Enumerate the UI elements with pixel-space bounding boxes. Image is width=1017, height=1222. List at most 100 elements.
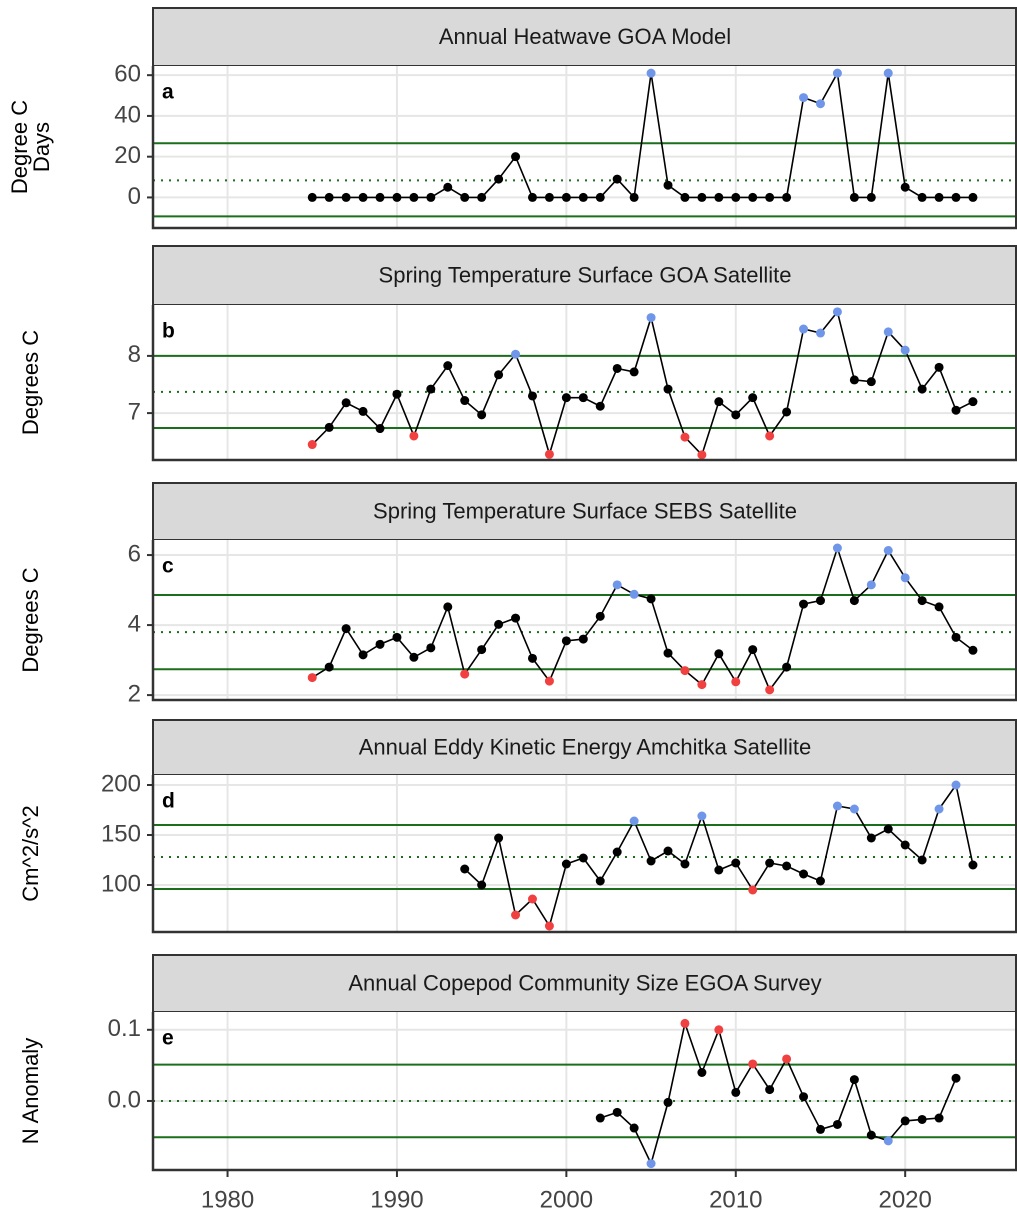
data-point <box>815 876 825 886</box>
data-point <box>849 804 859 814</box>
y-tick-label: 60 <box>114 61 141 88</box>
data-point <box>612 580 622 590</box>
data-point <box>883 546 893 556</box>
data-point <box>799 1092 809 1102</box>
y-tick-label: 40 <box>114 101 141 128</box>
data-point <box>629 192 639 202</box>
data-point <box>968 860 978 870</box>
plot-background <box>153 775 1017 932</box>
panel-border <box>151 540 1017 702</box>
data-point <box>782 192 792 202</box>
data-point <box>307 673 317 683</box>
data-point <box>646 594 656 604</box>
data-point <box>392 192 402 202</box>
data-point <box>595 192 605 202</box>
data-point <box>409 431 419 441</box>
data-point <box>917 855 927 865</box>
data-point <box>324 192 334 202</box>
data-point <box>714 865 724 875</box>
y-axis-label: Degree C <box>7 100 32 194</box>
data-point <box>443 602 453 612</box>
y-tick-label: 0.0 <box>108 1086 141 1113</box>
data-point <box>595 1113 605 1123</box>
y-tick-label: 2 <box>128 680 141 707</box>
data-point <box>561 859 571 869</box>
data-point <box>815 596 825 606</box>
data-point <box>900 345 910 355</box>
data-point <box>866 1130 876 1140</box>
data-point <box>477 410 487 420</box>
data-point <box>578 192 588 202</box>
panel-title: Spring Temperature Surface SEBS Satellit… <box>373 498 797 523</box>
x-tick-label: 2000 <box>540 1186 593 1213</box>
y-tick-label: 20 <box>114 142 141 169</box>
data-point <box>663 384 673 394</box>
data-point <box>900 182 910 192</box>
y-tick-label: 4 <box>128 610 141 637</box>
y-axis-label: N Anomaly <box>18 1038 43 1144</box>
data-point <box>765 685 775 695</box>
data-point <box>544 921 554 931</box>
data-point <box>561 393 571 403</box>
data-point <box>612 1107 622 1117</box>
data-point <box>748 1059 758 1069</box>
data-point <box>409 652 419 662</box>
series-line <box>312 70 973 200</box>
data-point <box>731 677 741 687</box>
data-point <box>511 349 521 359</box>
panel-border <box>151 66 1017 230</box>
data-point <box>392 632 402 642</box>
data-point <box>544 192 554 202</box>
data-point <box>612 174 622 184</box>
y-tick-label: 7 <box>128 398 141 425</box>
data-point <box>934 362 944 372</box>
panel-border <box>151 305 1017 462</box>
data-point <box>392 389 402 399</box>
data-point <box>646 1159 656 1169</box>
data-point <box>341 192 351 202</box>
data-point <box>799 324 809 334</box>
y-tick-label: 200 <box>101 770 141 797</box>
data-point <box>714 1025 724 1035</box>
panel-letter: a <box>162 81 174 104</box>
data-point <box>799 599 809 609</box>
data-point <box>900 840 910 850</box>
data-point <box>900 1116 910 1126</box>
y-axis-label: Cm^2/s^2 <box>18 805 43 901</box>
data-point <box>917 596 927 606</box>
data-point <box>341 624 351 634</box>
data-point <box>460 396 470 406</box>
data-point <box>917 384 927 394</box>
data-point <box>307 192 317 202</box>
data-point <box>646 856 656 866</box>
data-point <box>527 391 537 401</box>
data-point <box>731 1087 741 1097</box>
panel-border <box>151 1012 1017 1172</box>
data-point <box>900 573 910 583</box>
data-point <box>578 853 588 863</box>
data-point <box>934 602 944 612</box>
data-point <box>680 192 690 202</box>
data-point <box>680 859 690 869</box>
panel-letter: c <box>162 555 174 578</box>
data-point <box>612 363 622 373</box>
data-point <box>934 1113 944 1123</box>
data-point <box>968 397 978 407</box>
data-point <box>663 1097 673 1107</box>
data-point <box>629 1123 639 1133</box>
data-point <box>460 192 470 202</box>
panel-title: Annual Eddy Kinetic Energy Amchitka Sate… <box>359 734 811 759</box>
data-point <box>511 152 521 162</box>
data-point <box>748 645 758 655</box>
data-point <box>815 328 825 338</box>
data-point <box>426 384 436 394</box>
data-point <box>714 192 724 202</box>
data-point <box>663 180 673 190</box>
data-point <box>595 876 605 886</box>
data-point <box>697 680 707 690</box>
data-point <box>426 192 436 202</box>
x-tick-label: 1980 <box>201 1186 254 1213</box>
data-point <box>917 192 927 202</box>
data-point <box>832 307 842 317</box>
